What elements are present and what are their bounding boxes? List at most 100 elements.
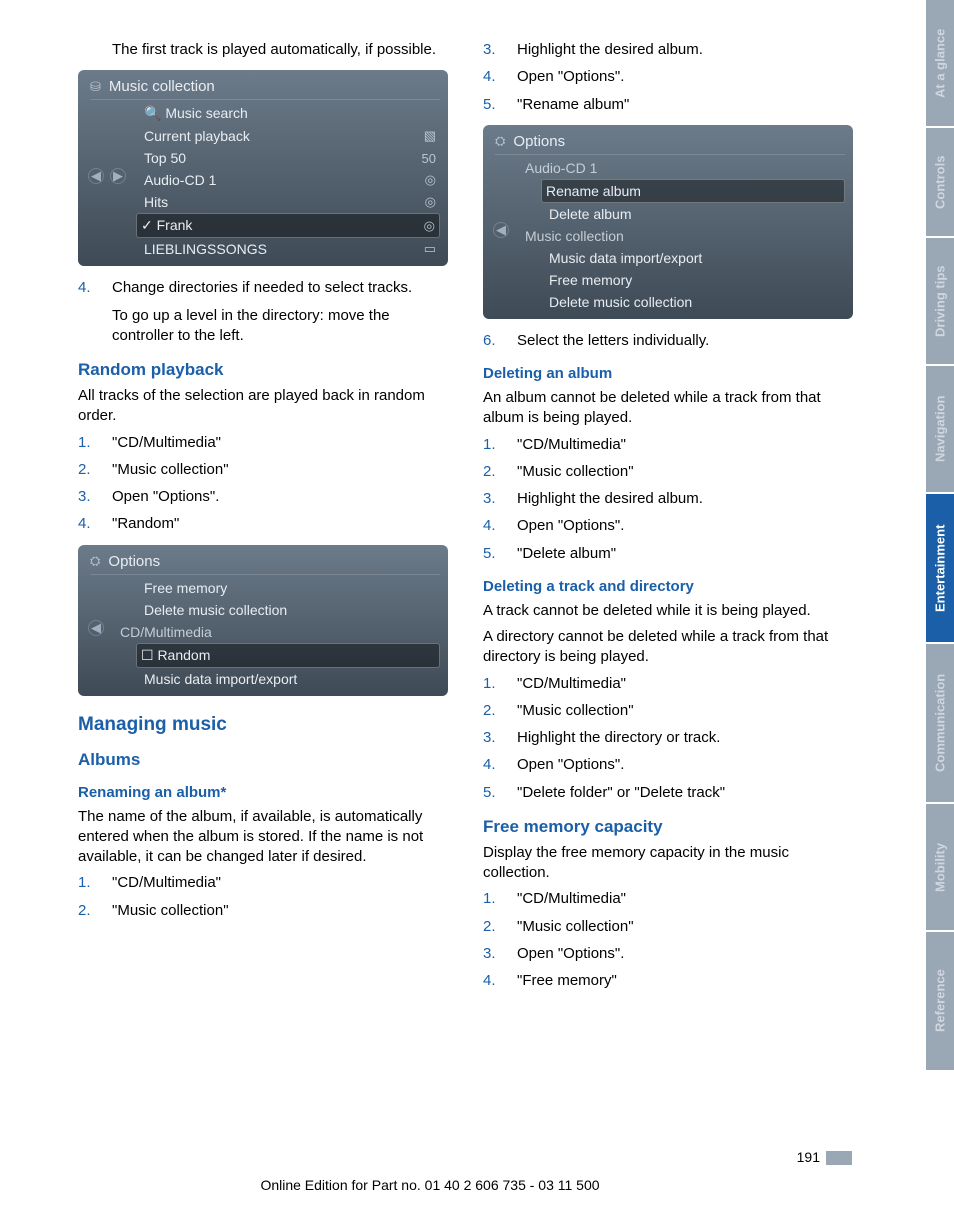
tab-mobility[interactable]: Mobility xyxy=(926,804,954,932)
screen-row: Delete album xyxy=(545,203,845,225)
list-number: 3. xyxy=(483,40,517,60)
delalbum-desc: An album cannot be deleted while a track… xyxy=(483,388,858,429)
heading-managing-music: Managing music xyxy=(78,714,453,736)
list-number: 2. xyxy=(78,901,112,921)
screen-row: Hits◎ xyxy=(140,191,440,213)
tab-driving-tips[interactable]: Driving tips xyxy=(926,238,954,366)
list-number: 4. xyxy=(483,516,517,536)
deltrack-desc2: A directory cannot be deleted while a tr… xyxy=(483,627,858,668)
step-text: Open "Options". xyxy=(112,487,453,507)
random-desc: All tracks of the selection are played b… xyxy=(78,386,453,427)
step-text: "Music collection" xyxy=(112,901,453,921)
list-number: 5. xyxy=(483,544,517,564)
step-text: "CD/Multimedia" xyxy=(112,873,453,893)
tab-navigation[interactable]: Navigation xyxy=(926,366,954,494)
nav-right-icon: ▶ xyxy=(110,168,126,184)
right-column: 3.Highlight the desired album.4.Open "Op… xyxy=(483,40,858,998)
screen-row: ✓ Frank◎ xyxy=(136,213,440,238)
list-number: 3. xyxy=(483,489,517,509)
rename-desc: The name of the album, if available, is … xyxy=(78,807,453,868)
list-number: 3. xyxy=(78,487,112,507)
screen-row: Delete music collection xyxy=(140,599,440,621)
step-text: "CD/Multimedia" xyxy=(112,433,453,453)
screen1-title: Music collection xyxy=(109,78,215,95)
step-text: "Random" xyxy=(112,514,453,534)
step-text: "CD/Multimedia" xyxy=(517,435,858,455)
screen-row: Delete music collection xyxy=(545,291,845,313)
screen-row: Free memory xyxy=(545,269,845,291)
screen-row: Music collection xyxy=(521,225,845,247)
step-text: "CD/Multimedia" xyxy=(517,674,858,694)
screen-row: Audio-CD 1 xyxy=(521,157,845,179)
step-text: "Music collection" xyxy=(112,460,453,480)
step-text: Change directories if needed to select t… xyxy=(112,278,453,298)
list-number: 2. xyxy=(483,701,517,721)
screen-row: LIEBLINGSSONGS▭ xyxy=(140,238,440,260)
screen-row: Rename album xyxy=(541,179,845,203)
left-column: The first track is played automatically,… xyxy=(78,40,453,998)
heading-albums: Albums xyxy=(78,750,453,770)
screen3-title: Options xyxy=(513,133,565,150)
heading-free-memory: Free memory capacity xyxy=(483,817,858,837)
step-text: Open "Options". xyxy=(517,755,858,775)
list-number: 6. xyxy=(483,331,517,351)
step-text: Open "Options". xyxy=(517,944,858,964)
step-subtext: To go up a level in the directory: move … xyxy=(78,306,453,347)
screen-row: CD/Multimedia xyxy=(116,621,440,643)
deltrack-desc1: A track cannot be deleted while it is be… xyxy=(483,601,858,621)
screen-row: ☐ Random xyxy=(136,643,440,668)
screen-music-collection: ⛁ Music collection ◀ ▶ 🔍 Music searchCur… xyxy=(78,70,448,266)
tab-at-a-glance[interactable]: At a glance xyxy=(926,0,954,128)
screen2-title: Options xyxy=(108,553,160,570)
step-text: "Music collection" xyxy=(517,701,858,721)
screen-options-album: ⛭ Options ◀ Audio-CD 1Rename albumDelete… xyxy=(483,125,853,319)
step-text: Open "Options". xyxy=(517,516,858,536)
list-number: 1. xyxy=(483,889,517,909)
screen-row: Free memory xyxy=(140,577,440,599)
list-number: 5. xyxy=(483,783,517,803)
list-number: 4. xyxy=(78,514,112,534)
screen-row: Top 5050 xyxy=(140,147,440,169)
step-text: Open "Options". xyxy=(517,67,858,87)
list-number: 4. xyxy=(483,755,517,775)
step-text: "Free memory" xyxy=(517,971,858,991)
list-number: 2. xyxy=(483,917,517,937)
step-text: "Rename album" xyxy=(517,95,858,115)
step-text: "CD/Multimedia" xyxy=(517,889,858,909)
free-desc: Display the free memory capacity in the … xyxy=(483,843,858,884)
options-icon: ⛭ xyxy=(495,133,505,149)
tab-controls[interactable]: Controls xyxy=(926,128,954,238)
screen-row: Music data import/export xyxy=(140,668,440,690)
list-number: 5. xyxy=(483,95,517,115)
page-number: 191 xyxy=(797,1149,852,1165)
screen-row: 🔍 Music search xyxy=(140,102,440,125)
step-text: "Music collection" xyxy=(517,462,858,482)
step-text: Highlight the desired album. xyxy=(517,489,858,509)
tab-reference[interactable]: Reference xyxy=(926,932,954,1072)
options-icon: ⛭ xyxy=(90,553,100,569)
step-text: Highlight the directory or track. xyxy=(517,728,858,748)
step-text: "Delete album" xyxy=(517,544,858,564)
screen-row: Audio-CD 1◎ xyxy=(140,169,440,191)
intro-text: The first track is played automatically,… xyxy=(78,40,453,60)
step-text: Select the letters individually. xyxy=(517,331,858,351)
list-number: 4. xyxy=(483,971,517,991)
step-text: "Delete folder" or "Delete track" xyxy=(517,783,858,803)
nav-left-icon: ◀ xyxy=(88,620,104,636)
storage-icon: ⛁ xyxy=(90,79,101,95)
list-number: 4. xyxy=(78,278,112,298)
list-number: 1. xyxy=(78,873,112,893)
heading-renaming-album: Renaming an album* xyxy=(78,784,453,801)
footer-text: Online Edition for Part no. 01 40 2 606 … xyxy=(0,1177,860,1193)
tab-communication[interactable]: Communication xyxy=(926,644,954,804)
screen-row: Music data import/export xyxy=(545,247,845,269)
list-number: 3. xyxy=(483,728,517,748)
screen-options-random: ⛭ Options ◀ Free memoryDelete music coll… xyxy=(78,545,448,696)
tab-entertainment[interactable]: Entertainment xyxy=(926,494,954,644)
nav-left-icon: ◀ xyxy=(88,168,104,184)
list-number: 2. xyxy=(78,460,112,480)
step-text: "Music collection" xyxy=(517,917,858,937)
list-number: 3. xyxy=(483,944,517,964)
list-number: 4. xyxy=(483,67,517,87)
step-text: Highlight the desired album. xyxy=(517,40,858,60)
